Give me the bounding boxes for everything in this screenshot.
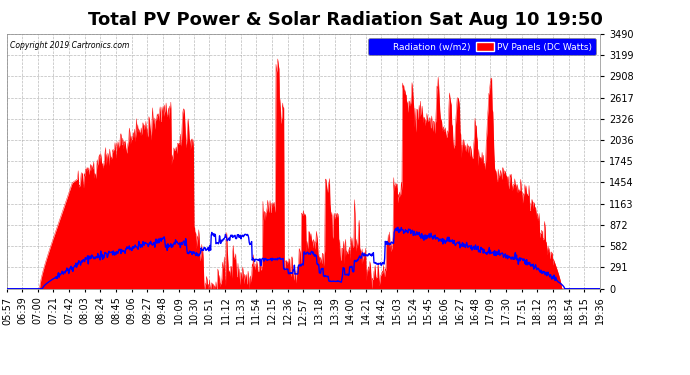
Text: Total PV Power & Solar Radiation Sat Aug 10 19:50: Total PV Power & Solar Radiation Sat Aug… [88, 11, 602, 29]
Text: Copyright 2019 Cartronics.com: Copyright 2019 Cartronics.com [10, 41, 129, 50]
Legend: Radiation (w/m2), PV Panels (DC Watts): Radiation (w/m2), PV Panels (DC Watts) [368, 38, 595, 55]
